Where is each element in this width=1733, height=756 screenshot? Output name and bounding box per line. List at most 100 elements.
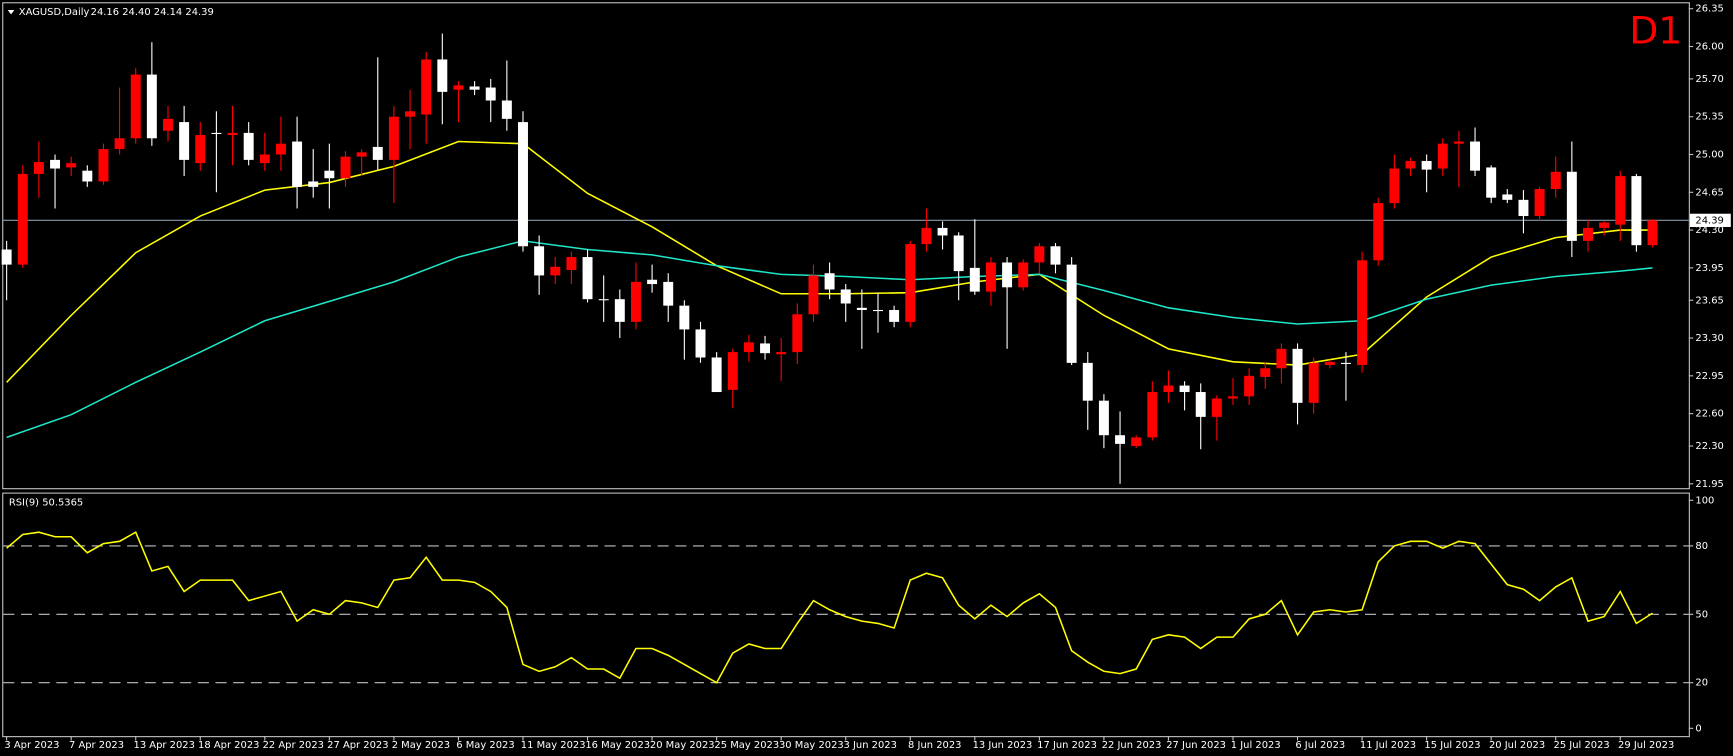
timeframe-label: D1 <box>1629 9 1682 53</box>
candle-body <box>808 275 819 315</box>
y-tick-label: 22.60 <box>1695 409 1723 420</box>
candle-body <box>824 273 835 290</box>
candle-body <box>1421 160 1432 170</box>
y-tick-label: 24.30 <box>1695 225 1723 236</box>
symbol-title: XAGUSD,Daily <box>19 7 90 18</box>
candle-body <box>33 162 44 174</box>
candle-body <box>1631 176 1642 246</box>
candle-body <box>1405 160 1416 169</box>
candle-body <box>372 146 383 160</box>
candle-body <box>292 141 303 187</box>
y-tick-label: 22.30 <box>1695 441 1723 452</box>
candle-body <box>82 170 93 182</box>
rsi-line <box>6 531 1653 684</box>
x-tick-label: 11 Jul 2023 <box>1360 740 1416 751</box>
candle-body <box>1179 385 1190 393</box>
x-tick-label: 7 Apr 2023 <box>69 740 124 751</box>
y-tick-label: 20 <box>1695 678 1708 689</box>
candle-body <box>873 309 883 312</box>
candle-body <box>259 154 270 164</box>
x-tick-label: 3 Apr 2023 <box>4 740 59 751</box>
y-tick-label: 0 <box>1695 723 1701 734</box>
y-tick-label: 80 <box>1695 541 1708 552</box>
y-tick-label: 22.95 <box>1695 371 1723 382</box>
candle-body <box>1018 262 1029 288</box>
candle-body <box>1244 375 1255 397</box>
y-tick-label: 26.00 <box>1695 42 1723 53</box>
candle-body <box>163 118 173 131</box>
x-tick-label: 6 May 2023 <box>456 740 514 751</box>
candle-body <box>501 100 512 119</box>
candle-body <box>760 343 771 354</box>
candle-body <box>743 342 754 353</box>
candle-body <box>1566 171 1577 241</box>
candle-body <box>921 227 932 245</box>
x-tick-label: 25 Jul 2023 <box>1554 740 1610 751</box>
candle-body <box>1034 246 1045 263</box>
x-tick-label: 18 Apr 2023 <box>198 740 259 751</box>
candle-body <box>1615 176 1626 225</box>
candle-body <box>50 159 61 169</box>
candle-body <box>485 87 496 101</box>
candle-body <box>1163 385 1174 393</box>
candle-body <box>1211 398 1222 417</box>
candle-body <box>840 289 851 304</box>
candle-body <box>1276 348 1287 369</box>
candle-body <box>550 266 561 276</box>
candle-body <box>1357 260 1368 366</box>
candle-body <box>953 235 964 272</box>
moving-average <box>6 240 1653 439</box>
candle-body <box>66 163 77 168</box>
candle-body <box>1453 141 1464 144</box>
y-tick-label: 23.65 <box>1695 295 1723 306</box>
candle-body <box>324 170 335 179</box>
candle-body <box>663 281 674 306</box>
candle-body <box>1534 189 1545 217</box>
y-tick-label: 23.95 <box>1695 263 1723 274</box>
candle-body <box>856 307 867 310</box>
candle-body <box>1470 141 1481 171</box>
candle-body <box>1308 362 1319 403</box>
candle-body <box>195 135 206 164</box>
x-tick-label: 6 Jul 2023 <box>1295 740 1345 751</box>
candle-body <box>453 85 464 90</box>
x-tick-label: 20 Jul 2023 <box>1489 740 1545 751</box>
candle-body <box>1324 361 1335 366</box>
candle-body <box>566 257 577 271</box>
candle-body <box>969 267 980 292</box>
candle-body <box>356 152 367 157</box>
candle-body <box>1518 199 1529 217</box>
candle-body <box>130 74 141 139</box>
candle-body <box>179 122 190 160</box>
y-tick-label: 25.00 <box>1695 149 1723 160</box>
candle-body <box>534 246 545 276</box>
candle-body <box>437 59 448 92</box>
x-tick-label: 11 May 2023 <box>521 740 586 751</box>
x-tick-label: 2 May 2023 <box>392 740 450 751</box>
x-tick-label: 13 Jun 2023 <box>973 740 1033 751</box>
x-tick-label: 13 Apr 2023 <box>134 740 195 751</box>
candle-body <box>421 59 432 115</box>
candle-body <box>114 138 125 150</box>
current-price-box <box>1689 213 1731 227</box>
x-tick-label: 3 Jun 2023 <box>844 740 897 751</box>
candle-body <box>1115 435 1126 444</box>
candle-body <box>1292 348 1303 403</box>
candle-body <box>146 74 157 139</box>
x-tick-label: 8 Jun 2023 <box>908 740 961 751</box>
candle-body <box>1098 400 1109 436</box>
candle-body <box>469 86 480 90</box>
candle-body <box>792 314 803 353</box>
candle-body <box>1260 368 1271 377</box>
candle-body <box>227 132 238 136</box>
candle-body <box>776 352 787 355</box>
candle-body <box>711 357 722 393</box>
candle-body <box>1373 203 1384 261</box>
y-tick-label: 50 <box>1695 609 1708 620</box>
candle-body <box>1050 246 1061 265</box>
candle-body <box>211 132 222 134</box>
y-tick-label: 21.95 <box>1695 479 1723 490</box>
